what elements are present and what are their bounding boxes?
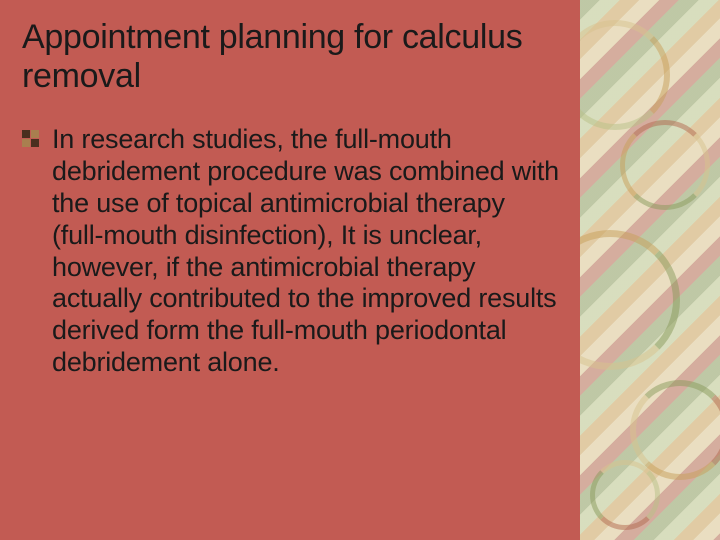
- decorative-swirls: [580, 0, 720, 540]
- swirl-icon: [590, 460, 660, 530]
- decorative-panel: [580, 0, 720, 540]
- presentation-slide: Appointment planning for calculus remova…: [0, 0, 720, 540]
- bullet-icon: [22, 130, 40, 148]
- body-block: In research studies, the full-mouth debr…: [22, 124, 560, 379]
- swirl-icon: [620, 120, 710, 210]
- slide-title: Appointment planning for calculus remova…: [22, 18, 560, 96]
- content-area: Appointment planning for calculus remova…: [0, 0, 580, 540]
- swirl-icon: [580, 230, 680, 370]
- slide-body-text: In research studies, the full-mouth debr…: [52, 124, 560, 379]
- swirl-icon: [580, 20, 670, 130]
